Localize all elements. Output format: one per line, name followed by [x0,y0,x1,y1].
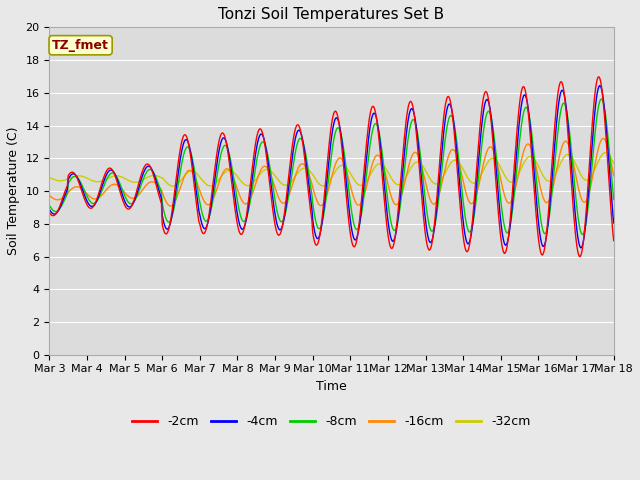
Line: -4cm: -4cm [49,86,614,248]
Y-axis label: Soil Temperature (C): Soil Temperature (C) [7,127,20,255]
-32cm [610,160,618,166]
-4cm [378,155,385,161]
-32cm [195,172,202,178]
-16cm [170,200,178,206]
-4cm [194,198,202,204]
Line: -16cm: -16cm [49,138,614,206]
-16cm [45,192,53,198]
-8cm [579,232,586,238]
-8cm [433,207,441,213]
-2cm [45,210,53,216]
-4cm [558,87,566,93]
-32cm [379,162,387,168]
-2cm [170,200,177,206]
-8cm [45,202,53,208]
-16cm [167,203,175,209]
-8cm [597,96,605,102]
-2cm [558,80,566,85]
-16cm [559,142,566,147]
-16cm [195,183,202,189]
-32cm [324,180,332,186]
-16cm [600,135,607,141]
Title: Tonzi Soil Temperatures Set B: Tonzi Soil Temperatures Set B [218,7,445,22]
-8cm [610,197,618,203]
-2cm [595,74,603,80]
-4cm [45,206,53,212]
-8cm [378,146,385,152]
-2cm [433,189,441,195]
Text: TZ_fmet: TZ_fmet [52,39,109,52]
-4cm [596,83,604,89]
-8cm [323,190,331,196]
-8cm [194,186,202,192]
-32cm [559,156,566,162]
-8cm [558,103,566,109]
-16cm [435,195,442,201]
X-axis label: Time: Time [316,380,347,393]
-32cm [435,180,442,186]
Line: -2cm: -2cm [49,77,614,257]
-4cm [433,200,441,205]
-4cm [577,245,584,251]
-2cm [194,209,202,215]
-32cm [170,183,177,189]
-2cm [323,166,331,171]
-2cm [378,166,385,172]
-4cm [170,206,177,212]
-4cm [323,178,331,184]
-2cm [576,254,584,260]
-2cm [610,238,618,243]
-32cm [602,150,610,156]
Legend: -2cm, -4cm, -8cm, -16cm, -32cm: -2cm, -4cm, -8cm, -16cm, -32cm [127,410,536,433]
-16cm [610,173,618,179]
-32cm [170,183,178,189]
-16cm [324,190,332,195]
Line: -8cm: -8cm [49,99,614,235]
-4cm [610,220,618,226]
-8cm [170,209,177,215]
-16cm [379,160,387,166]
-32cm [45,175,53,180]
Line: -32cm: -32cm [49,153,614,186]
